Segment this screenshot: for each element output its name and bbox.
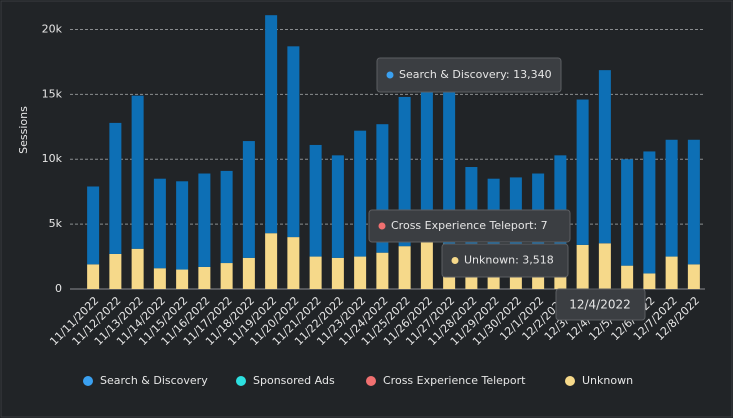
y-tick-label: 15k: [42, 87, 63, 100]
bar-segment: [643, 151, 656, 274]
bar-segment: [665, 256, 678, 289]
y-tick-label: 0: [55, 282, 62, 295]
bar-segment: [354, 130, 367, 257]
bar-segment: [176, 181, 189, 270]
bar-segment: [309, 144, 322, 257]
tooltip: [376, 57, 562, 93]
bar-segment: [87, 264, 100, 289]
bar-segment: [153, 178, 166, 269]
legend-marker: [366, 376, 376, 386]
bar-segment: [398, 96, 411, 247]
tooltip-marker: [451, 257, 459, 264]
y-tick-label: 20k: [42, 22, 63, 35]
tooltip: [441, 243, 569, 278]
bar-segment: [220, 263, 233, 289]
bar-segment: [420, 86, 433, 243]
y-tick-label: 10k: [42, 152, 63, 165]
bar-segment: [621, 159, 634, 266]
bar-segment: [198, 173, 211, 267]
legend-label: Sponsored Ads: [253, 374, 335, 387]
bar-segment: [398, 246, 411, 289]
bar-segment: [665, 139, 678, 257]
legend-label: Cross Experience Teleport: [383, 374, 526, 387]
bar-segment: [643, 273, 656, 289]
bar-segment: [131, 95, 144, 249]
bar-segment: [576, 99, 589, 245]
bar-segment: [687, 264, 700, 289]
tooltip-text: Unknown: 3,518: [464, 254, 554, 267]
bar-segment: [131, 248, 144, 289]
legend-label: Search & Discovery: [100, 374, 208, 387]
tooltip-marker: [386, 71, 394, 79]
y-tick-label: 5k: [49, 217, 63, 230]
legend-marker: [236, 376, 246, 386]
legend-label: Unknown: [582, 374, 633, 387]
tooltip-marker: [378, 222, 386, 230]
bar-segment: [420, 242, 433, 289]
bar-segment: [176, 269, 189, 289]
tooltip-text: Cross Experience Teleport: 7: [391, 219, 548, 232]
bar-segment: [621, 265, 634, 289]
bar-segment: [598, 70, 611, 244]
bar-segment: [354, 256, 367, 289]
bar-segment: [265, 233, 278, 289]
bar-segment: [687, 139, 700, 265]
bar-segment: [443, 86, 456, 244]
tooltip-date: 12/4/2022: [569, 298, 631, 312]
bar-segment: [109, 122, 122, 254]
bar-segment: [576, 244, 589, 289]
bar-segment: [598, 243, 611, 289]
bar-segment: [309, 256, 322, 289]
tooltip: [368, 209, 571, 243]
bar-segment: [198, 266, 211, 289]
y-axis-label: Sessions: [17, 106, 30, 154]
bar-segment: [220, 170, 233, 264]
bar-segment: [287, 46, 300, 238]
bar-segment: [109, 253, 122, 289]
bar-segment: [87, 186, 100, 265]
bar-segment: [287, 237, 300, 289]
legend-marker: [83, 376, 93, 386]
legend-marker: [565, 376, 575, 386]
bar-segment: [376, 252, 389, 289]
bar-segment: [242, 141, 255, 258]
bar-segment: [153, 268, 166, 289]
tooltip-text: Search & Discovery: 13,340: [399, 68, 552, 81]
bar-segment: [331, 257, 344, 289]
bar-segment: [265, 15, 278, 234]
bar-segment: [331, 155, 344, 258]
tooltip: [555, 288, 646, 321]
bar-segment: [242, 257, 255, 289]
